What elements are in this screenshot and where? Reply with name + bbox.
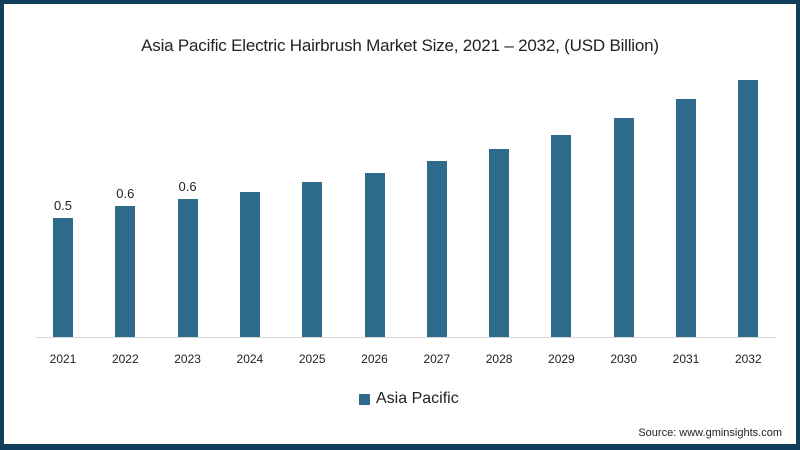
x-tick-label: 2025: [298, 352, 326, 366]
bar-2031: [676, 99, 696, 337]
bar-2032: [738, 79, 759, 337]
legend-label: Asia Pacific: [376, 390, 459, 407]
bar-2022: [115, 206, 136, 337]
x-axis-line: [36, 337, 776, 338]
x-tick-label: 2028: [485, 352, 513, 366]
bar-2026: [364, 172, 385, 337]
x-tick-label: 2026: [361, 352, 388, 366]
legend: Asia Pacific: [359, 390, 459, 408]
bar-2021: [53, 218, 73, 337]
bar-2030: [613, 118, 634, 337]
x-tick-label: 2022: [111, 352, 139, 366]
x-tick-label: 2027: [423, 352, 451, 366]
source-note: Source: www.gminsights.com: [638, 427, 782, 439]
bar-2023: [177, 198, 198, 337]
x-tick-label: 2032: [734, 352, 762, 366]
chart-title: Asia Pacific Electric Hairbrush Market S…: [141, 36, 659, 55]
x-tick-label: 2024: [236, 352, 264, 366]
bar-2029: [551, 134, 572, 337]
bar-2024: [239, 191, 260, 337]
x-tick-label: 2029: [548, 352, 575, 366]
chart-frame: Asia Pacific Electric Hairbrush Market S…: [4, 4, 796, 444]
data-label: 0.6: [178, 178, 197, 194]
x-tick-label: 2031: [672, 352, 700, 366]
data-label: 0.6: [116, 186, 135, 202]
bar-2028: [489, 148, 510, 337]
bar-2025: [302, 182, 323, 337]
x-tick-label: 2021: [49, 352, 77, 366]
x-tick-label: 2023: [174, 352, 201, 366]
x-tick-label: 2030: [610, 352, 638, 366]
legend-swatch-icon: [359, 393, 370, 405]
bar-2027: [426, 160, 447, 337]
data-label: 0.5: [53, 198, 73, 213]
